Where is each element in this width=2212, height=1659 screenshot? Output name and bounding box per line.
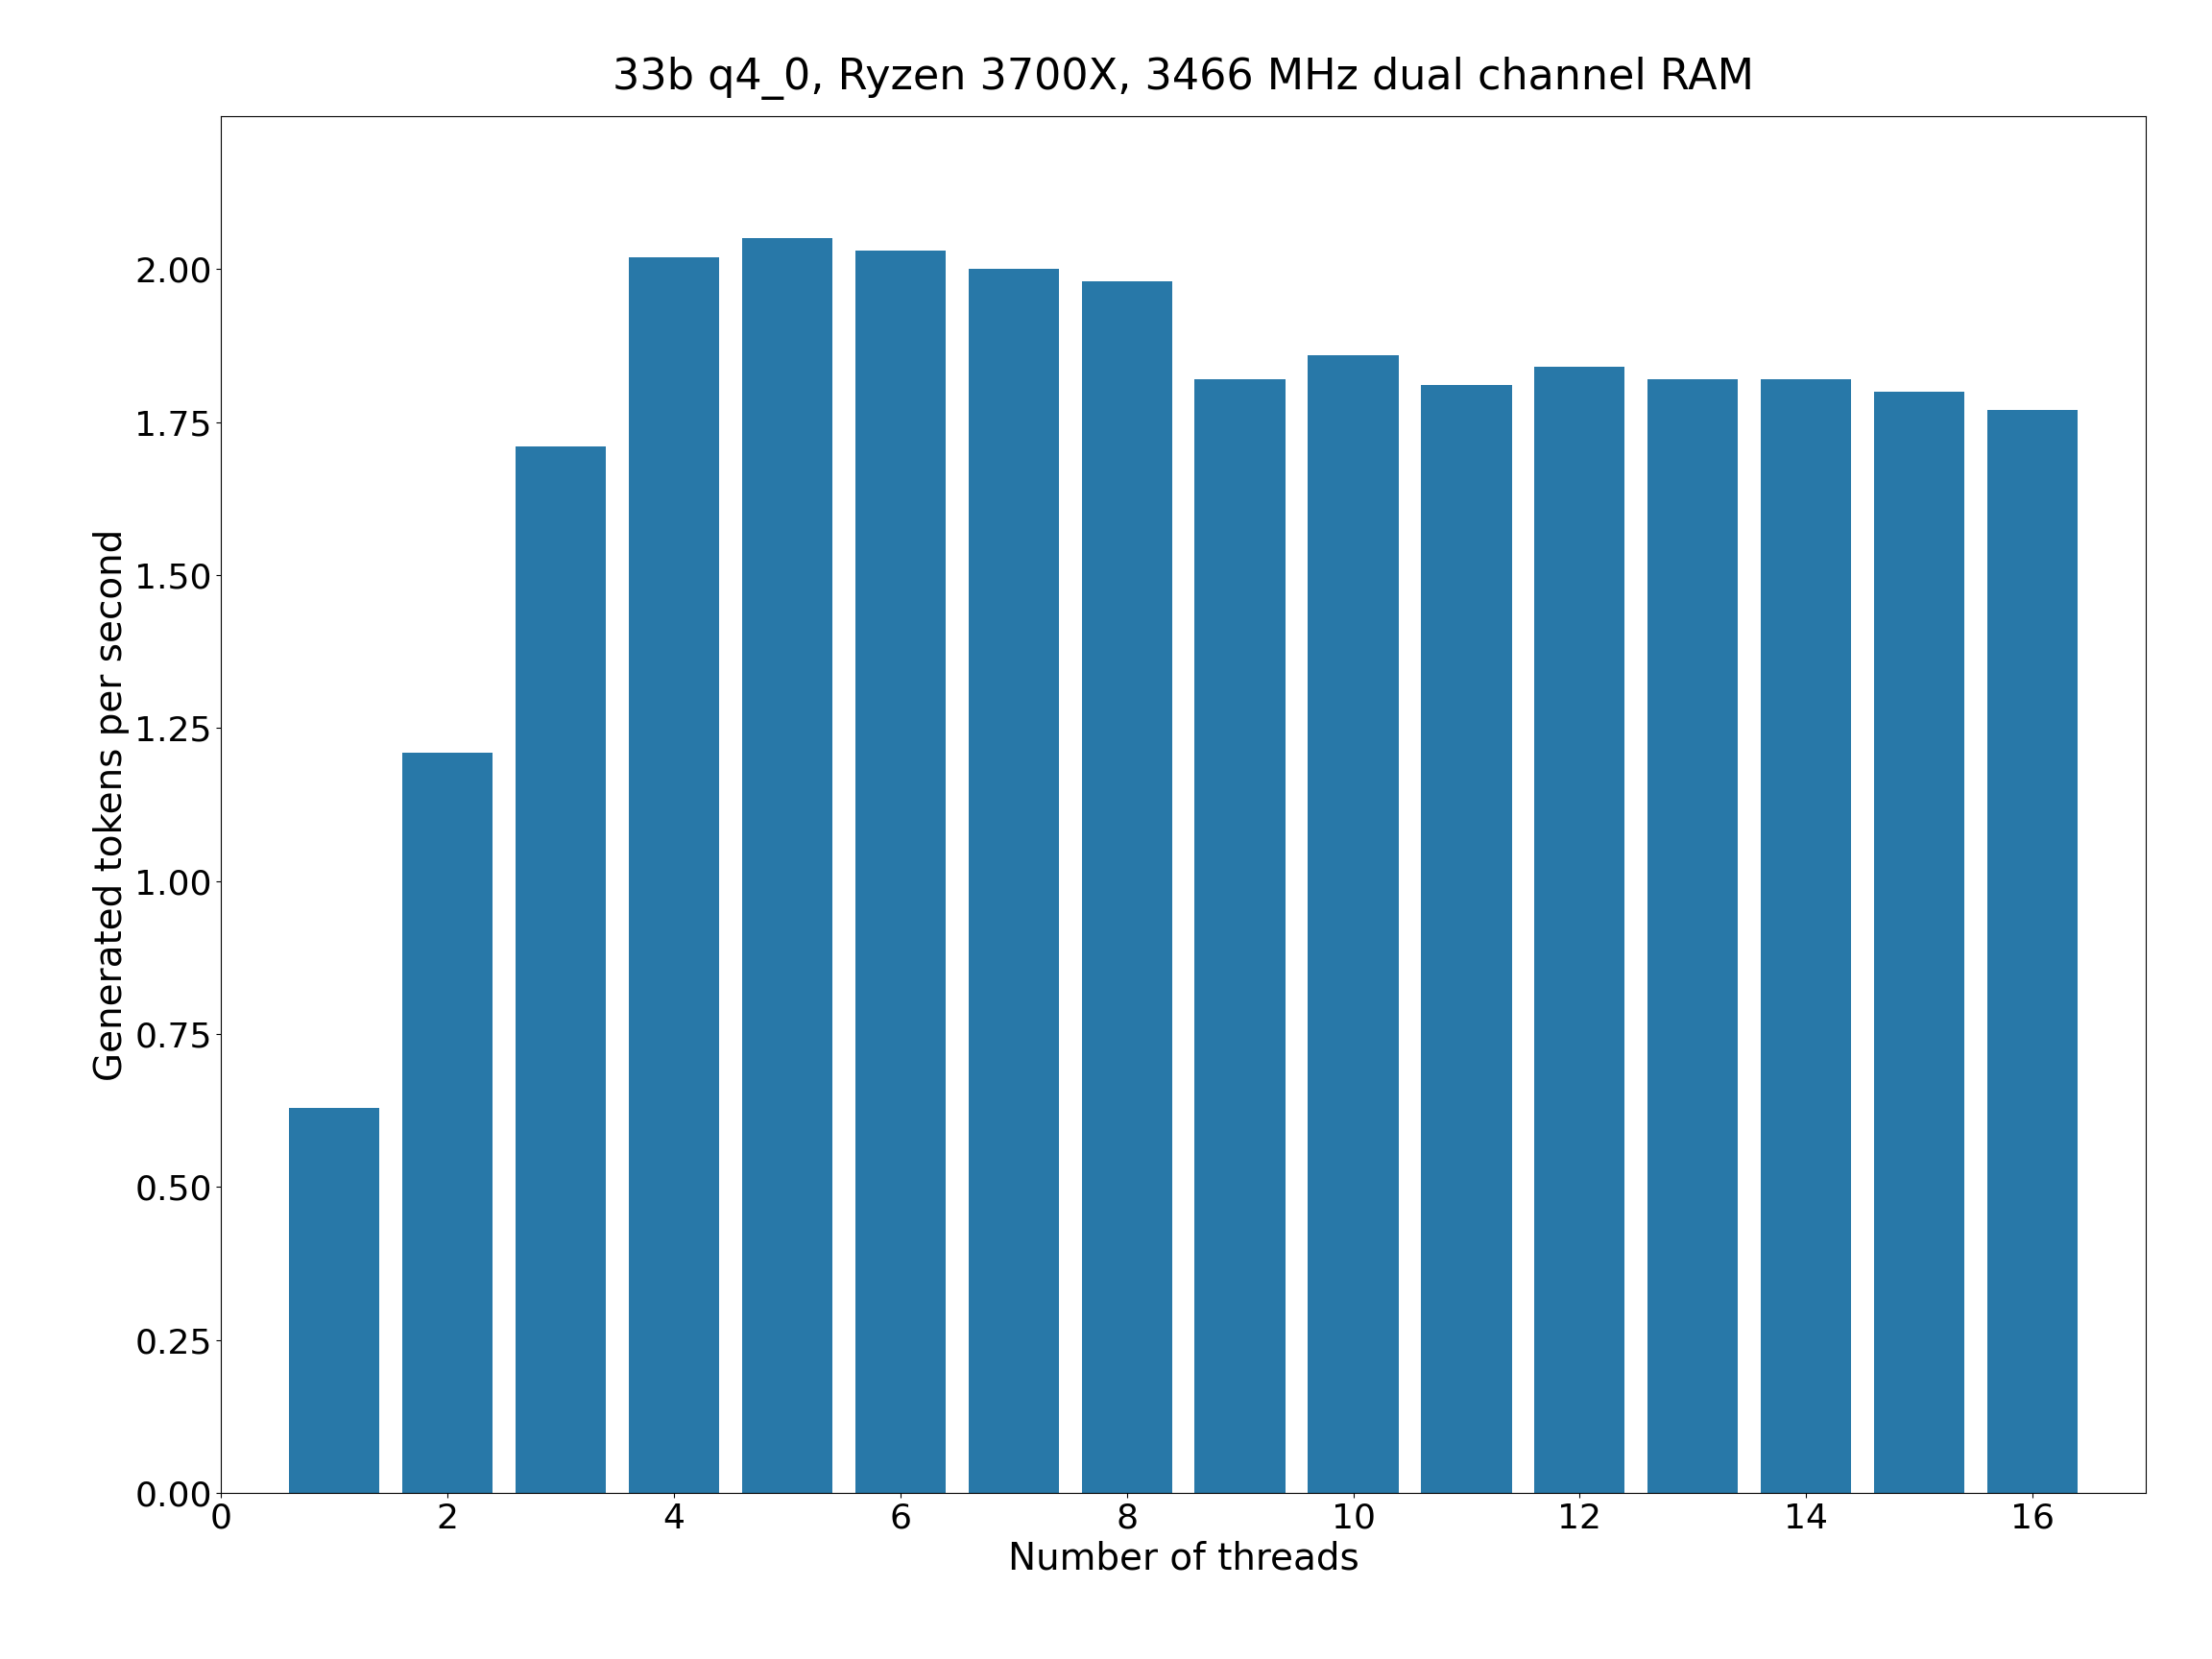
- Title: 33b q4_0, Ryzen 3700X, 3466 MHz dual channel RAM: 33b q4_0, Ryzen 3700X, 3466 MHz dual cha…: [613, 56, 1754, 100]
- Bar: [1535, 367, 1626, 1493]
- Bar: [403, 753, 493, 1493]
- Y-axis label: Generated tokens per second: Generated tokens per second: [93, 529, 128, 1080]
- Bar: [1648, 380, 1739, 1493]
- Bar: [1874, 392, 1964, 1493]
- X-axis label: Number of threads: Number of threads: [1009, 1541, 1358, 1578]
- Bar: [1986, 410, 2077, 1493]
- Bar: [1761, 380, 1851, 1493]
- Bar: [1194, 380, 1285, 1493]
- Bar: [856, 251, 947, 1493]
- Bar: [515, 446, 606, 1493]
- Bar: [969, 269, 1060, 1493]
- Bar: [1082, 282, 1172, 1493]
- Bar: [1420, 385, 1511, 1493]
- Bar: [290, 1108, 380, 1493]
- Bar: [1307, 355, 1398, 1493]
- Bar: [628, 257, 719, 1493]
- Bar: [741, 239, 832, 1493]
